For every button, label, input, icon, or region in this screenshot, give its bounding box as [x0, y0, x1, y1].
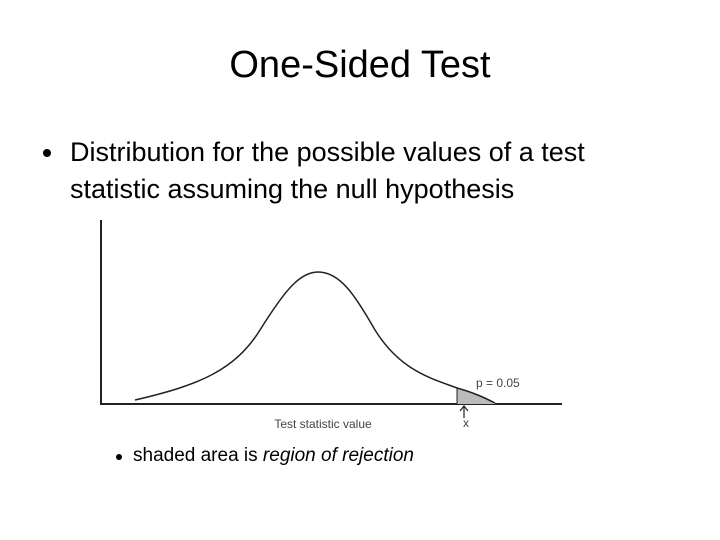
x-axis-label: Test statistic value: [274, 417, 372, 431]
sub-bullet-emphasis: region of rejection: [262, 445, 414, 466]
sub-bullet-dot: [116, 454, 122, 460]
p-annotation: p = 0.05: [476, 376, 520, 390]
rejection-region: [457, 388, 495, 404]
slide-title: One-Sided Test: [229, 44, 491, 86]
sub-bullet-text: shaded area is: [133, 445, 263, 466]
bullet-dot: [43, 149, 51, 157]
bullet-text: Distribution for the possible values of …: [70, 137, 585, 204]
marker-label: x: [463, 416, 469, 430]
sub-bullet: shaded area is region of rejection: [133, 445, 414, 467]
marker-arrowhead: [459, 405, 469, 412]
distribution-curve: [134, 271, 496, 404]
